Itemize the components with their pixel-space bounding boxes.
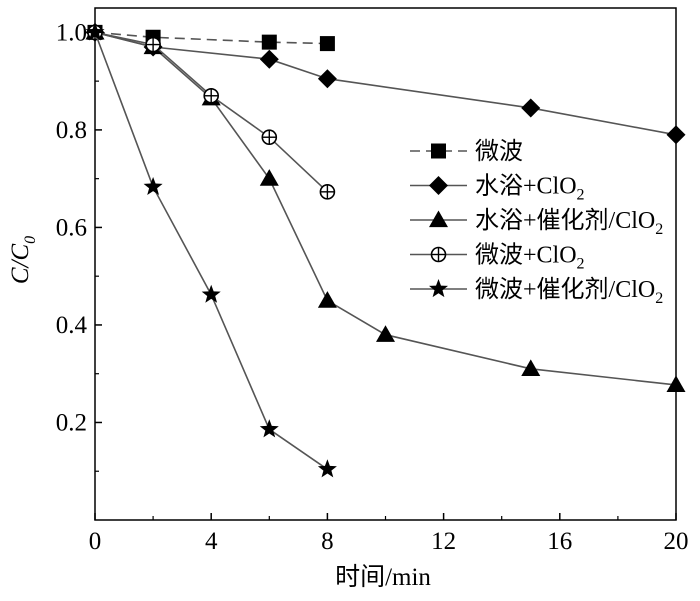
legend-label-main: 水浴+ClO [475,173,577,200]
y-tick-label: 1.0 [56,19,87,46]
data-point [145,36,161,53]
data-point [143,176,163,196]
legend-label-main: 微波 [475,138,523,165]
data-point [259,169,279,186]
series-4 [85,22,337,478]
legend-item: 水浴+催化剂/ClO2 [410,207,663,238]
data-point [319,184,336,200]
legend-label: 微波+ClO2 [475,242,585,273]
data-point [261,34,277,50]
legend-label-main: 微波+催化剂/ClO [475,276,655,303]
x-tick-label: 4 [205,528,218,555]
legend-item: 微波+ClO2 [410,242,585,273]
legend-label: 水浴+ClO2 [475,173,585,204]
data-point [201,284,221,303]
axes: 0 4 8 12 16 20 0.2 0.4 0.6 0.8 1.0 [56,7,689,555]
data-point [317,291,337,308]
y-axis-title: C/C0 [7,236,39,284]
legend-marker [429,210,448,228]
data-point [259,49,279,69]
legend-label-main: 微波+ClO [475,242,577,269]
legend-label: 水浴+催化剂/ClO2 [475,207,663,238]
y-tick-label: 0.2 [56,409,87,436]
legend-label-sub: 2 [577,187,585,204]
data-point [203,87,219,104]
plot-frame [94,7,677,521]
legend-item: 微波+催化剂/ClO2 [410,276,663,307]
data-point [317,69,337,89]
series-line [94,31,677,136]
data-point [319,36,335,52]
x-axis-title: 时间/min [335,563,431,591]
data-point [521,359,541,376]
series-1 [85,22,686,145]
x-tick-label: 8 [321,528,334,555]
data-point [317,459,337,478]
legend-label: 微波+催化剂/ClO2 [475,276,663,307]
x-tick-label: 16 [547,528,572,555]
legend-marker [428,279,449,298]
y-tick-label: 0.4 [56,312,88,339]
series-layer [85,22,686,478]
y-tick-label: 0.8 [56,117,87,144]
data-point [521,98,541,118]
legend-label-sub: 2 [655,221,663,238]
x-tick-label: 12 [431,528,456,555]
legend-item: 水浴+ClO2 [410,173,585,204]
data-point [666,125,686,145]
series-line [94,31,328,193]
data-point [259,419,279,438]
legend-item: 微波 [410,138,523,165]
legend-label-sub: 2 [655,290,663,307]
legend-label-main: 水浴+催化剂/ClO [475,207,655,234]
legend-marker [431,143,446,159]
data-point [666,375,686,393]
legend-label: 微波 [475,138,523,165]
legend-marker [430,246,447,263]
legend-marker [429,176,448,195]
series-line [94,31,677,386]
series-3 [87,24,336,200]
data-point [261,129,278,146]
data-point [85,22,105,41]
y-tick-label: 0.6 [56,214,87,241]
legend-label-sub: 2 [577,256,585,273]
data-point [376,325,395,342]
series-line [94,31,328,45]
x-tick-label: 20 [664,528,689,555]
x-tick-label: 0 [89,528,102,555]
